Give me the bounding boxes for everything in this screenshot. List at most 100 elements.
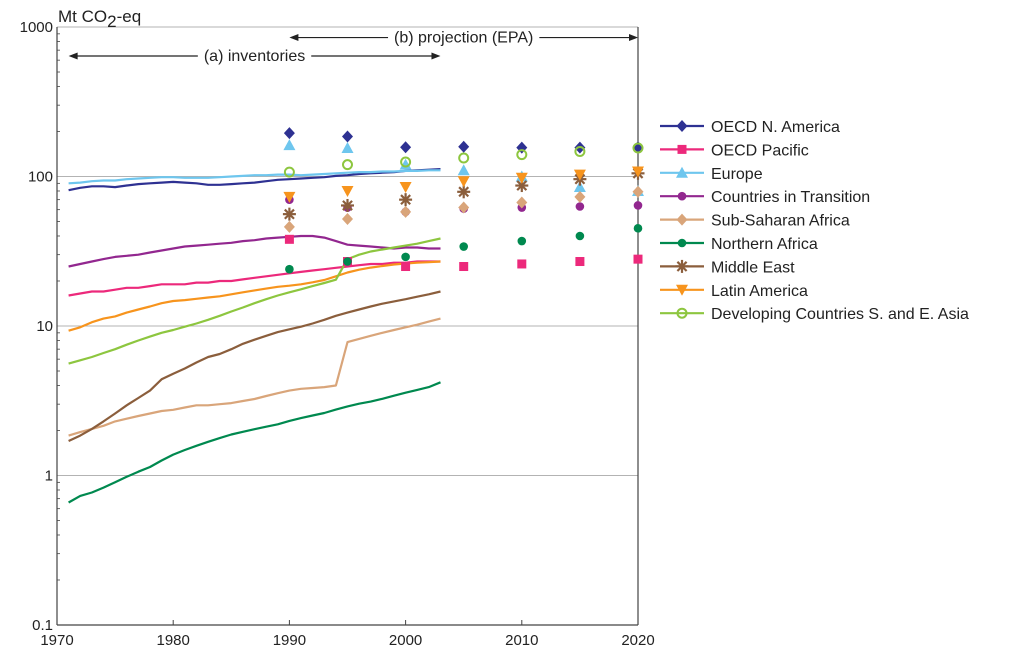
point-middle-east-2005 [457,185,471,199]
point-developing-countries-s-and-e-asia-2000 [400,156,412,168]
point-northern-africa-2000 [401,252,410,262]
legend-label: Latin America [711,283,808,300]
legend-swatch-marker [676,120,688,132]
point-northern-africa-2005 [459,242,469,251]
point-oecd-n-america-2005 [458,140,470,153]
annotation-inventories-label: (a) inventories [204,48,305,65]
series-line-europe [68,169,441,185]
legend-item-sub-saharan-africa: Sub-Saharan Africa [660,213,850,230]
series-line-northern-africa [68,381,441,504]
point-latin-america-2015 [573,169,586,181]
series-line-sub-saharan-africa [68,317,441,437]
legend: OECD N. America OECD Pacific Europe Countri… [660,119,969,323]
legend-item-northern-africa: Northern Africa [660,236,818,253]
point-latin-america-2020 [632,166,644,178]
legend-swatch-marker [676,284,688,296]
series-line-oecd-n-america [68,168,441,192]
annotations: (b) projection (EPA) (a) inventories [68,30,638,65]
x-tick-label-1980: 1980 [157,632,190,649]
point-middle-east-1995-stroke [342,200,353,211]
legend-swatch-marker [676,213,688,226]
x-tick-label-1970: 1970 [40,632,73,649]
point-sub-saharan-africa-2015 [574,190,586,203]
series-line-developing-countries-s-and-e-asia [68,237,441,365]
series-markers [282,127,645,274]
point-latin-america-1995 [341,185,354,197]
point-europe-2000 [399,158,412,170]
point-northern-africa-2015 [575,231,585,241]
annotation-projection-arrow-left [289,34,299,42]
legend-label: Middle East [711,259,795,276]
point-northern-africa-2020 [633,224,643,233]
y-tick-label-0-1: 0.1 [32,617,53,634]
point-middle-east-1995 [341,198,354,212]
grid-layer [57,26,638,476]
legend-swatch-marker [677,191,687,201]
legend-swatch-marker [675,259,689,273]
legend-swatch-marker [676,166,688,178]
x-tick-label-2000: 2000 [389,632,422,649]
point-northern-africa-1990 [285,264,294,274]
series-lines [68,168,441,504]
point-developing-countries-s-and-e-asia-2010 [516,149,528,161]
legend-label: Sub-Saharan Africa [711,213,850,230]
legend-item-developing-countries-s-and-e-asia: Developing Countries S. and E. Asia [660,306,969,323]
point-europe-2005 [457,164,470,176]
legend-swatch-marker-stroke [676,261,688,272]
point-developing-countries-s-and-e-asia-1995 [342,159,353,171]
point-sub-saharan-africa-2010 [516,196,528,209]
point-developing-countries-s-and-e-asia-2005 [458,152,470,164]
legend-label: OECD Pacific [711,142,809,159]
y-axis-label: Mt CO2-eq [58,7,141,31]
point-middle-east-2010-stroke [516,180,528,191]
legend-item-latin-america: Latin America [660,283,808,300]
legend-label: Northern Africa [711,236,818,253]
annotation-projection-arrow-right [629,34,638,42]
point-oecd-pacific-1990 [284,234,294,244]
point-countries-in-transition-2015 [575,202,585,211]
series-line-countries-in-transition [68,234,441,268]
point-developing-countries-s-and-e-asia-2020 [632,142,644,154]
legend-label: Europe [711,166,763,183]
legend-item-countries-in-transition: Countries in Transition [660,189,870,206]
legend-item-europe: Europe [660,166,763,183]
point-middle-east-2000-stroke [400,194,411,206]
y-tick-label-10: 10 [36,318,53,335]
point-europe-2015 [573,181,586,193]
point-northern-africa-2010 [517,236,527,246]
annotation-projection-label: (b) projection (EPA) [394,30,533,47]
point-sub-saharan-africa-1995 [342,212,353,225]
point-northern-africa-1995 [343,257,352,266]
point-latin-america-2005 [457,176,470,188]
y-tick-label-100: 100 [28,169,53,186]
point-latin-america-2000 [399,182,412,194]
y-tick-label-1000: 1000 [20,19,53,36]
annotation-inventories-arrow-left [68,52,78,60]
point-latin-america-1990 [283,191,296,203]
point-middle-east-1990-stroke [284,208,295,220]
x-tick-label-1990: 1990 [273,632,306,649]
point-middle-east-1990 [282,207,296,221]
legend-swatch-marker [677,144,687,154]
point-europe-1995 [341,142,354,154]
point-sub-saharan-africa-2000 [400,205,412,218]
point-developing-countries-s-and-e-asia-2015 [574,145,586,157]
legend-label: OECD N. America [711,119,840,136]
point-latin-america-2010 [515,172,528,184]
x-tick-label-2020: 2020 [621,632,654,649]
point-oecd-pacific-2005 [459,262,469,272]
legend-item-oecd-n-america: OECD N. America [660,119,840,136]
legend-swatch-marker [676,307,688,319]
legend-item-oecd-pacific: OECD Pacific [660,142,809,159]
series-line-latin-america [68,260,441,332]
series-line-oecd-pacific [68,260,441,297]
point-europe-1990 [283,139,296,151]
point-oecd-pacific-2015 [575,257,585,267]
point-sub-saharan-africa-2020 [632,185,644,198]
legend-label: Countries in Transition [711,189,870,206]
point-oecd-n-america-1990 [283,127,295,140]
series-line-middle-east [68,290,441,442]
axes-layer: 0.1 1 10 100 1000 1970 1980 1990 2000 2010 2020 [20,19,655,649]
